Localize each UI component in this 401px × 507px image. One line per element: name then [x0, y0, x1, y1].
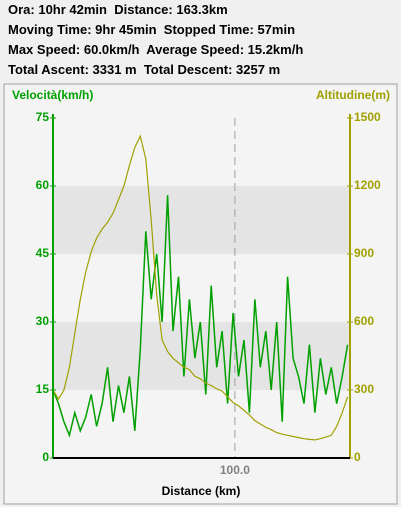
y2-tick-label: 600: [354, 314, 374, 328]
y-tick-label: 0: [42, 450, 49, 464]
y-tick-label: 30: [36, 314, 50, 328]
grid-band: [53, 186, 350, 254]
y-tick-label: 45: [36, 246, 50, 260]
x-axis-title: Distance (km): [162, 484, 241, 498]
y2-tick-label: 900: [354, 246, 374, 260]
y2-axis-title: Altitudine(m): [316, 88, 390, 102]
series-line: [52, 195, 349, 438]
y-axis-title: Velocità(km/h): [12, 88, 93, 102]
stat-line: Ora: 10hr 42min Distance: 163.3km: [8, 2, 228, 17]
stat-line: Total Ascent: 3331 m Total Descent: 3257…: [8, 62, 281, 77]
x-tick-label: 100.0: [220, 463, 250, 477]
y-tick-label: 15: [36, 382, 50, 396]
series-line: [52, 134, 349, 441]
y2-tick-label: 1500: [354, 110, 381, 124]
y2-tick-label: 0: [354, 450, 361, 464]
y-tick-label: 75: [36, 110, 50, 124]
plot-area: [53, 118, 350, 458]
stat-line: Moving Time: 9hr 45min Stopped Time: 57m…: [8, 22, 296, 37]
y-tick-label: 60: [36, 178, 50, 192]
y2-tick-label: 1200: [354, 178, 381, 192]
y2-tick-label: 300: [354, 382, 374, 396]
stat-line: Max Speed: 60.0km/h Average Speed: 15.2k…: [8, 42, 304, 57]
